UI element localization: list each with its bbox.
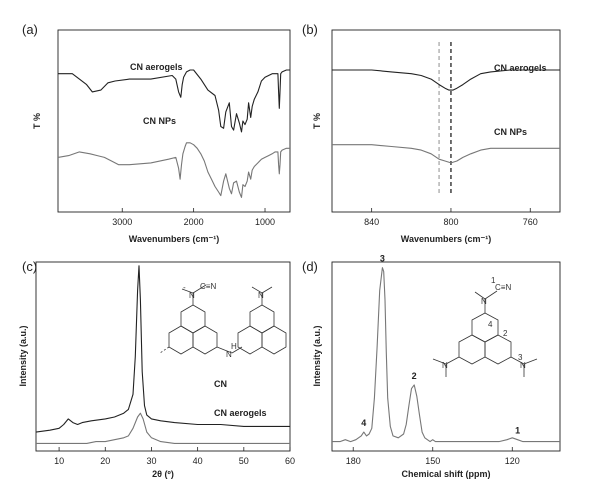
x-tick-label: 20 bbox=[100, 456, 110, 466]
panel-b-series-label-cn-aerogels: CN aerogels bbox=[494, 63, 547, 73]
panel-d-x-ticks: 180 150 120 bbox=[346, 447, 520, 466]
x-tick-label: 50 bbox=[239, 456, 249, 466]
panel-b-series-label-cn-nps: CN NPs bbox=[494, 127, 527, 137]
x-tick-label: 40 bbox=[193, 456, 203, 466]
panel-d-x-axis-label: Chemical shift (ppm) bbox=[401, 469, 490, 479]
panel-a-series-label-cn-nps: CN NPs bbox=[143, 116, 176, 126]
svg-text:-: - bbox=[183, 283, 186, 292]
x-tick-label: 30 bbox=[146, 456, 156, 466]
panel-a-series-label-cn-aerogels: CN aerogels bbox=[130, 62, 183, 72]
panel-b-x-axis-label: Wavenumbers (cm⁻¹) bbox=[401, 234, 491, 244]
peak-label-4: 4 bbox=[361, 418, 366, 428]
panel-b-series-cn-nps-line bbox=[332, 144, 560, 164]
panel-c-series-cn-aerogels-line bbox=[36, 412, 290, 444]
x-tick-label: 760 bbox=[523, 217, 538, 227]
svg-text:3: 3 bbox=[518, 353, 523, 362]
peak-label-2: 2 bbox=[412, 371, 417, 381]
panel-a: (a) T % Wavenumbers (cm⁻¹) 3000 2000 1000 … bbox=[22, 22, 291, 244]
panel-b-plot-frame bbox=[331, 29, 561, 213]
x-tick-label: 840 bbox=[364, 217, 379, 227]
panel-c-letter: (c) bbox=[22, 259, 37, 274]
svg-text:N: N bbox=[442, 361, 448, 370]
svg-text:2: 2 bbox=[503, 329, 508, 338]
panel-c-structure-illustration bbox=[159, 284, 287, 355]
panel-a-x-axis-label: Wavenumbers (cm⁻¹) bbox=[129, 234, 219, 244]
panel-c-series-cn-line bbox=[35, 265, 290, 433]
svg-text:C≡N: C≡N bbox=[495, 283, 511, 292]
x-tick-label: 120 bbox=[505, 456, 520, 466]
svg-text:N: N bbox=[189, 291, 195, 300]
panel-c-series-label-cn-aerogels: CN aerogels bbox=[214, 408, 267, 418]
panel-b-x-ticks: 840 800 760 bbox=[364, 208, 538, 227]
svg-text:H: H bbox=[231, 342, 237, 351]
peak-label-3: 3 bbox=[380, 254, 385, 264]
panel-b-series-cn-aerogels-line bbox=[332, 69, 560, 91]
panel-a-x-ticks: 3000 2000 1000 bbox=[112, 208, 275, 227]
svg-text:N: N bbox=[520, 361, 526, 370]
panel-d-nmr-spectrum-line bbox=[332, 267, 560, 443]
x-tick-label: 2000 bbox=[184, 217, 204, 227]
panel-a-series-cn-aerogels-line bbox=[58, 69, 290, 133]
x-tick-label: 3000 bbox=[112, 217, 132, 227]
panel-b: (b) T % Wavenumbers (cm⁻¹) 840 800 760 CN … bbox=[302, 22, 561, 244]
svg-text:C≡N: C≡N bbox=[200, 282, 216, 291]
peak-label-1: 1 bbox=[515, 426, 520, 436]
panel-c-x-ticks: 10 20 30 40 50 60 bbox=[54, 447, 295, 466]
panel-c-plot-frame bbox=[35, 261, 291, 452]
panel-d-plot-frame bbox=[331, 261, 561, 452]
panel-c-series-label-cn: CN bbox=[214, 379, 227, 389]
x-tick-label: 150 bbox=[425, 456, 440, 466]
panel-d-peak-labels: 1 2 3 4 bbox=[361, 254, 520, 436]
panel-d-letter: (d) bbox=[302, 259, 318, 274]
svg-text:N: N bbox=[258, 291, 264, 300]
x-tick-label: 180 bbox=[346, 456, 361, 466]
panel-c-x-axis-label: 2θ (º) bbox=[152, 469, 174, 479]
panel-d: (d) Intensity (a.u.) Chemical shift (ppm… bbox=[302, 254, 561, 479]
panel-c-y-axis-label: Intensity (a.u.) bbox=[18, 325, 28, 386]
x-tick-label: 800 bbox=[443, 217, 458, 227]
x-tick-label: 1000 bbox=[255, 217, 275, 227]
panel-d-y-axis-label: Intensity (a.u.) bbox=[312, 325, 322, 386]
panel-a-plot-frame bbox=[57, 29, 291, 213]
svg-text:N: N bbox=[226, 350, 232, 359]
svg-text:4: 4 bbox=[488, 320, 493, 329]
panel-a-y-axis-label: T % bbox=[32, 113, 42, 129]
x-tick-label: 10 bbox=[54, 456, 64, 466]
panel-d-structure-illustration bbox=[432, 290, 538, 377]
panel-b-letter: (b) bbox=[302, 22, 318, 37]
svg-text:1: 1 bbox=[491, 276, 496, 285]
panel-c: (c) Intensity (a.u.) 2θ (º) 10 20 30 40 50 60… bbox=[18, 259, 295, 479]
panel-a-series-cn-nps-line bbox=[57, 142, 290, 198]
svg-text:N: N bbox=[481, 297, 487, 306]
x-tick-label: 60 bbox=[285, 456, 295, 466]
panel-a-letter: (a) bbox=[22, 22, 38, 37]
panel-b-y-axis-label: T % bbox=[312, 113, 322, 129]
